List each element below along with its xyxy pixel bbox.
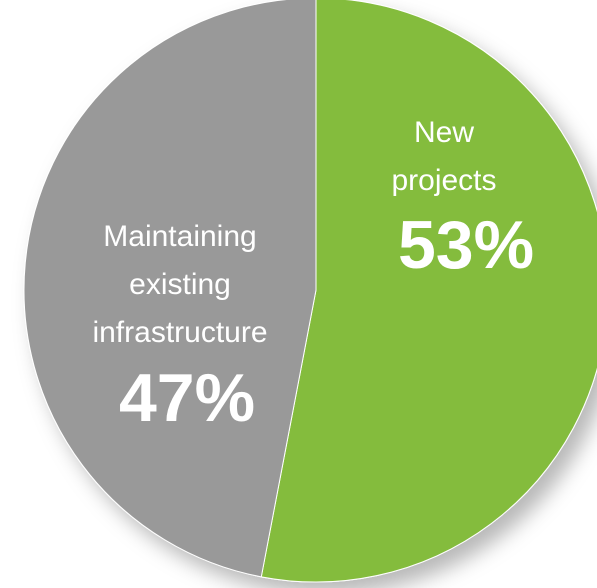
slice-name-line: Maintaining xyxy=(103,220,256,253)
slice-name-line: projects xyxy=(391,164,496,197)
slice-label-maintaining-infrastructure: Maintaining existing infrastructure 47% xyxy=(92,220,267,436)
slice-name-line: existing xyxy=(129,268,231,301)
slice-label-new-projects: New projects 53% xyxy=(391,116,534,283)
pie-slices xyxy=(23,0,597,583)
slice-name-line: New xyxy=(414,116,474,149)
slice-name-line: infrastructure xyxy=(92,316,267,349)
pie-slice-0 xyxy=(260,0,597,583)
pie-slice-1 xyxy=(23,0,317,578)
slice-value-label: 47% xyxy=(119,360,255,436)
slice-value-label: 53% xyxy=(398,207,534,283)
